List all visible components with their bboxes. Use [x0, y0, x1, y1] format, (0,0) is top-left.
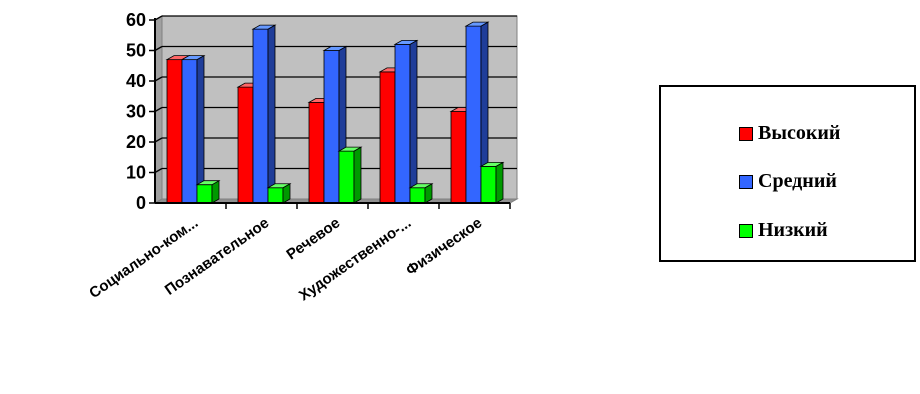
bar-chart: 0102030405060Социально-ком...Познаватель… — [86, 10, 519, 304]
legend-item-medium: Средний — [739, 170, 837, 193]
gridline-side — [154, 167, 163, 174]
gridline-side — [154, 45, 163, 52]
legend-label-high: Высокий — [758, 122, 841, 144]
legend: Высокий Средний Низкий — [659, 85, 916, 262]
y-tick-label: 30 — [126, 102, 146, 122]
y-tick-label: 0 — [136, 193, 146, 213]
y-tick-label: 50 — [126, 41, 146, 61]
y-tick-label: 40 — [126, 71, 146, 91]
legend-swatch-high — [739, 126, 753, 141]
x-category-label: Физическое — [403, 214, 485, 279]
bar-low-0 — [195, 180, 221, 204]
legend-label-low: Низкий — [758, 219, 828, 241]
legend-item-low: Низкий — [739, 219, 828, 242]
y-tick-label: 60 — [126, 10, 146, 30]
y-tick-label: 20 — [126, 132, 146, 152]
bar-low-3 — [408, 183, 434, 204]
x-category-label: Речевое — [283, 214, 343, 263]
bars — [165, 21, 505, 204]
gridline-side — [154, 15, 163, 21]
bar-medium-0 — [180, 54, 206, 204]
legend-item-high: Высокий — [739, 122, 840, 145]
bar-medium-3 — [393, 39, 419, 204]
bar-low-1 — [266, 183, 292, 204]
bar-low-4 — [479, 161, 505, 204]
legend-swatch-low — [739, 223, 753, 238]
legend-label-medium: Средний — [758, 170, 837, 192]
bar-low-2 — [337, 146, 363, 204]
bar-medium-1 — [251, 24, 277, 204]
bar-medium-4 — [464, 21, 490, 204]
gridline-side — [154, 76, 163, 82]
gridline-side — [154, 137, 163, 143]
legend-swatch-medium — [739, 174, 753, 189]
gridline-side — [154, 106, 163, 113]
y-tick-label: 10 — [126, 163, 146, 183]
